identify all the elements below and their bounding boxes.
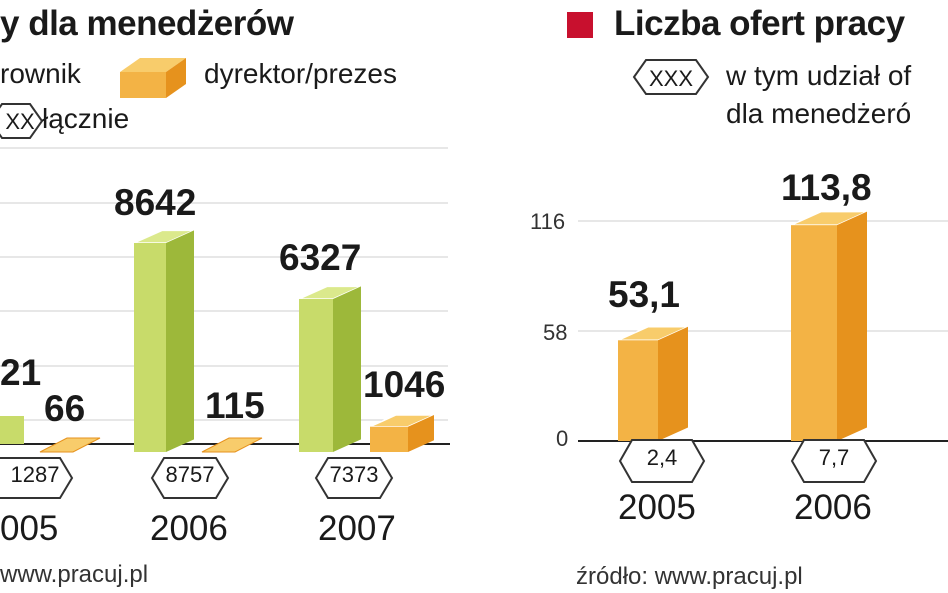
bar-2005-dyrektor [39, 437, 101, 453]
value-label-2005-dyrektor: 66 [44, 388, 86, 429]
legend-swatch-dyrektor [120, 72, 166, 98]
value-label-2007-dyrektor: 1046 [363, 364, 446, 405]
legend-item1-label: rownik [0, 58, 81, 89]
total-label-2007: 7373 [329, 462, 379, 487]
y-tick-116: 116 [530, 209, 566, 234]
y-tick-0: 0 [556, 426, 569, 451]
year-label-2005-left: 005 [0, 509, 59, 548]
total-hex-2006 [150, 457, 230, 499]
value-label-2005-kierownik: 21 [0, 352, 42, 393]
value-label-2007-kierownik: 6327 [279, 237, 362, 278]
total-label-2006: 8757 [165, 462, 215, 487]
year-label-2007-left: 2007 [318, 509, 396, 548]
bar-2006-offers-side [837, 211, 867, 441]
bar-2007-dyrektor [370, 426, 408, 452]
total-hex-2007 [314, 457, 394, 499]
legend-hex-label-right: XXX [648, 66, 694, 91]
bar-2007-kierownik [299, 298, 333, 452]
legend-share-line1: w tym udział of [726, 60, 912, 91]
value-label-2005-offers: 53,1 [608, 274, 681, 315]
legend-total-label: łącznie [42, 103, 130, 134]
legend-item2-label: dyrektor/prezes [204, 58, 397, 89]
year-label-2006-left: 2006 [150, 509, 228, 548]
legend-share-line2: dla menedżeró [726, 98, 912, 129]
bar-2005-kierownik [0, 416, 24, 444]
left-chart-title: y dla menedżerów [0, 4, 294, 43]
bar-2005-offers [618, 340, 658, 441]
bar-2006-kierownik-side [166, 230, 194, 452]
legend-swatch-dyrektor-top [120, 58, 186, 72]
bar-2006-offers [791, 225, 837, 441]
value-label-2006-dyrektor: 115 [205, 385, 265, 426]
bar-2005-offers-side [658, 326, 688, 441]
share-label-2005: 2,4 [646, 445, 678, 470]
bar-2006-dyrektor [201, 437, 263, 453]
right-source: źródło: www.pracuj.pl [576, 563, 803, 590]
year-label-2005-right: 2005 [618, 488, 696, 527]
bar-2006-kierownik [134, 243, 166, 452]
share-hex-2006 [790, 439, 878, 483]
share-label-2006: 7,7 [818, 445, 850, 470]
share-hex-2005 [618, 439, 706, 483]
value-label-2006-offers: 113,8 [781, 167, 872, 208]
total-hex-2005 [0, 457, 74, 499]
legend-hex-left [0, 103, 44, 139]
bar-2007-dyrektor-side [408, 415, 434, 452]
y-tick-58: 58 [543, 320, 568, 345]
right-chart-title: Liczba ofert pracy [614, 4, 905, 43]
bar-2007-kierownik-side [333, 286, 361, 452]
left-source: www.pracuj.pl [0, 561, 149, 588]
legend-swatch-dyrektor-side [166, 58, 186, 98]
total-label-2005: 1287 [10, 462, 60, 487]
legend-red-square [567, 12, 593, 38]
value-label-2006-kierownik: 8642 [114, 182, 197, 223]
legend-hex-label-left: XX [5, 109, 35, 134]
year-label-2006-right: 2006 [794, 488, 872, 527]
legend-hex-right [632, 59, 710, 95]
